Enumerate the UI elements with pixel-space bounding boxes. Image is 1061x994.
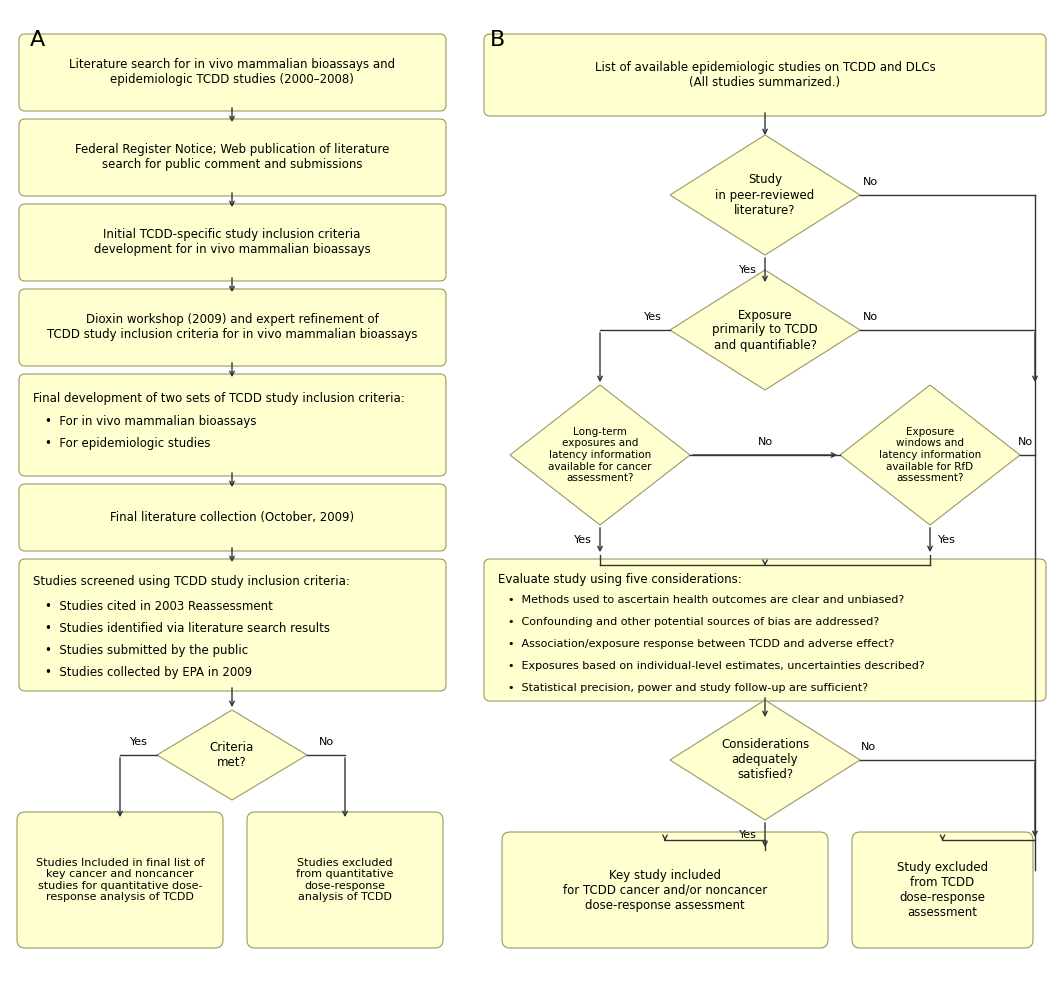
Polygon shape <box>669 135 860 255</box>
Text: Final development of two sets of TCDD study inclusion criteria:: Final development of two sets of TCDD st… <box>33 392 404 405</box>
FancyBboxPatch shape <box>19 484 446 551</box>
Text: Yes: Yes <box>740 830 756 840</box>
Text: Yes: Yes <box>938 535 956 545</box>
Text: •  Studies submitted by the public: • Studies submitted by the public <box>45 644 248 657</box>
Text: Evaluate study using five considerations:: Evaluate study using five considerations… <box>498 573 742 586</box>
Text: Dioxin workshop (2009) and expert refinement of
TCDD study inclusion criteria fo: Dioxin workshop (2009) and expert refine… <box>47 313 417 341</box>
Text: Studies screened using TCDD study inclusion criteria:: Studies screened using TCDD study inclus… <box>33 575 350 588</box>
Text: Federal Register Notice; Web publication of literature
search for public comment: Federal Register Notice; Web publication… <box>75 143 389 171</box>
FancyBboxPatch shape <box>19 559 446 691</box>
Text: •  Studies collected by EPA in 2009: • Studies collected by EPA in 2009 <box>45 666 253 679</box>
Text: A: A <box>30 30 46 50</box>
Polygon shape <box>157 710 307 800</box>
Text: Yes: Yes <box>740 265 756 275</box>
Text: Yes: Yes <box>644 312 662 322</box>
FancyBboxPatch shape <box>19 204 446 281</box>
Text: Key study included
for TCDD cancer and/or noncancer
dose-response assessment: Key study included for TCDD cancer and/o… <box>563 869 767 911</box>
Polygon shape <box>840 385 1020 525</box>
FancyBboxPatch shape <box>484 34 1046 116</box>
Text: No: No <box>318 737 333 747</box>
Text: Study
in peer-reviewed
literature?: Study in peer-reviewed literature? <box>715 174 815 217</box>
Text: Yes: Yes <box>129 737 147 747</box>
FancyBboxPatch shape <box>502 832 828 948</box>
Text: •  Exposures based on individual-level estimates, uncertainties described?: • Exposures based on individual-level es… <box>508 661 925 671</box>
Text: Studies Included in final list of
key cancer and noncancer
studies for quantitat: Studies Included in final list of key ca… <box>36 858 205 903</box>
Text: Long-term
exposures and
latency information
available for cancer
assessment?: Long-term exposures and latency informat… <box>549 426 651 483</box>
Text: •  Association/exposure response between TCDD and adverse effect?: • Association/exposure response between … <box>508 639 894 649</box>
Polygon shape <box>510 385 690 525</box>
FancyBboxPatch shape <box>484 559 1046 701</box>
Text: Literature search for in vivo mammalian bioassays and
epidemiologic TCDD studies: Literature search for in vivo mammalian … <box>69 58 395 86</box>
Text: Considerations
adequately
satisfied?: Considerations adequately satisfied? <box>720 739 810 781</box>
Text: Initial TCDD-specific study inclusion criteria
development for in vivo mammalian: Initial TCDD-specific study inclusion cr… <box>93 228 370 256</box>
Text: Yes: Yes <box>574 535 592 545</box>
Text: List of available epidemiologic studies on TCDD and DLCs
(All studies summarized: List of available epidemiologic studies … <box>594 61 936 89</box>
Text: No: No <box>758 437 772 447</box>
Text: Study excluded
from TCDD
dose-response
assessment: Study excluded from TCDD dose-response a… <box>897 861 988 919</box>
FancyBboxPatch shape <box>247 812 443 948</box>
Text: •  Studies cited in 2003 Reassessment: • Studies cited in 2003 Reassessment <box>45 600 273 613</box>
Text: No: No <box>860 742 875 752</box>
Text: Exposure
primarily to TCDD
and quantifiable?: Exposure primarily to TCDD and quantifia… <box>712 308 818 352</box>
FancyBboxPatch shape <box>17 812 223 948</box>
Text: B: B <box>490 30 505 50</box>
Text: •  Statistical precision, power and study follow-up are sufficient?: • Statistical precision, power and study… <box>508 683 868 693</box>
Polygon shape <box>669 700 860 820</box>
FancyBboxPatch shape <box>19 374 446 476</box>
FancyBboxPatch shape <box>852 832 1033 948</box>
Text: Final literature collection (October, 2009): Final literature collection (October, 20… <box>110 511 354 524</box>
Text: Exposure
windows and
latency information
available for RfD
assessment?: Exposure windows and latency information… <box>879 426 981 483</box>
FancyBboxPatch shape <box>19 289 446 366</box>
FancyBboxPatch shape <box>19 34 446 111</box>
FancyBboxPatch shape <box>19 119 446 196</box>
Polygon shape <box>669 270 860 390</box>
Text: •  Methods used to ascertain health outcomes are clear and unbiased?: • Methods used to ascertain health outco… <box>508 595 904 605</box>
Text: No: No <box>1017 437 1032 447</box>
Text: •  For in vivo mammalian bioassays: • For in vivo mammalian bioassays <box>45 415 257 428</box>
Text: •  Studies identified via literature search results: • Studies identified via literature sear… <box>45 622 330 635</box>
Text: Criteria
met?: Criteria met? <box>210 741 255 769</box>
Text: Studies excluded
from quantitative
dose-response
analysis of TCDD: Studies excluded from quantitative dose-… <box>296 858 394 903</box>
Text: No: No <box>863 177 877 187</box>
Text: No: No <box>863 312 877 322</box>
Text: •  For epidemiologic studies: • For epidemiologic studies <box>45 437 210 450</box>
Text: •  Confounding and other potential sources of bias are addressed?: • Confounding and other potential source… <box>508 617 880 627</box>
